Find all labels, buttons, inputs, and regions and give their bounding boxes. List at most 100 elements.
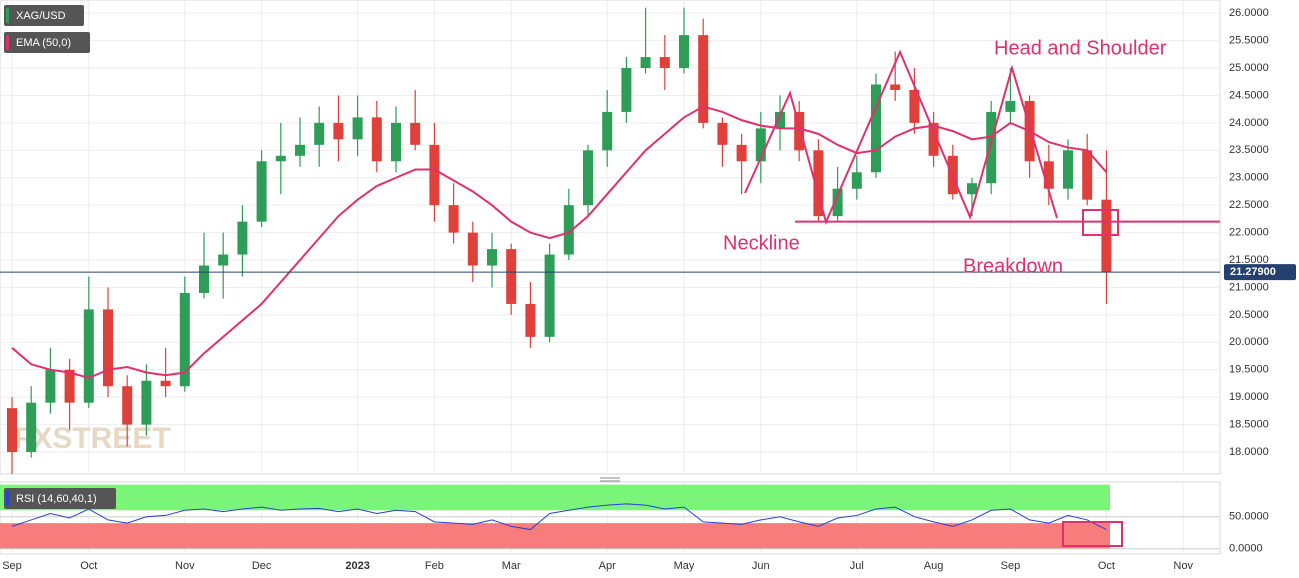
candle-body xyxy=(218,254,229,266)
y-tick-label: 25.0000 xyxy=(1229,62,1269,74)
symbol-legend-box xyxy=(4,5,84,26)
candle-body xyxy=(928,122,939,156)
upper-band xyxy=(0,484,1110,511)
candle-body xyxy=(45,369,56,403)
x-tick-label: Apr xyxy=(599,560,616,572)
y-tick-label: 22.0000 xyxy=(1229,227,1269,239)
annotation: Breakdown xyxy=(963,255,1063,277)
candle-body xyxy=(1005,100,1016,112)
candle-body xyxy=(717,122,728,145)
symbol-legend-swatch xyxy=(6,8,9,23)
candle-body xyxy=(775,111,785,129)
lower-band xyxy=(0,523,1110,549)
background-layer: FXSTREET xyxy=(0,0,1220,554)
y-tick-label: 22.5000 xyxy=(1229,199,1269,211)
candle-body xyxy=(583,150,593,206)
candle-body xyxy=(64,369,75,403)
x-tick-label: Dec xyxy=(252,560,272,572)
rsi-legend: RSI (14,60,40,1) xyxy=(16,493,97,505)
last-price-tag xyxy=(1224,264,1296,281)
candle-body xyxy=(83,309,94,403)
annotation: Head and Shoulder xyxy=(994,37,1167,59)
candle-body xyxy=(621,68,632,112)
candle-body xyxy=(429,144,440,206)
candle-body xyxy=(1063,150,1073,189)
candle-body xyxy=(909,89,920,123)
candle-body xyxy=(794,111,805,151)
candle-body xyxy=(679,35,689,69)
candle-body xyxy=(967,183,977,195)
annotation: Neckline xyxy=(723,232,800,254)
candle-body xyxy=(736,144,747,162)
x-tick-label: Jun xyxy=(752,560,770,572)
candle-body xyxy=(371,117,382,162)
y-tick-label: 21.5000 xyxy=(1229,254,1269,266)
candle-body xyxy=(391,122,401,162)
candle-body xyxy=(7,408,17,453)
y-tick-label: 19.5000 xyxy=(1229,364,1269,376)
candle-body xyxy=(1082,150,1093,200)
y-tick-label: 20.0000 xyxy=(1229,336,1269,348)
candle-body xyxy=(602,111,613,151)
rsi-legend-swatch xyxy=(6,491,9,506)
candle-body xyxy=(698,35,709,123)
x-tick-label: Nov xyxy=(1173,560,1193,572)
candle-body xyxy=(122,386,133,425)
ema-legend: EMA (50,0) xyxy=(16,37,71,49)
candle-body xyxy=(487,249,497,266)
y-tick-label: 24.0000 xyxy=(1229,117,1269,129)
candle-body xyxy=(659,57,670,69)
candle-body xyxy=(103,309,113,387)
candle-body xyxy=(410,122,421,145)
price-panel xyxy=(0,0,1221,475)
y-tick-label: 26.0000 xyxy=(1229,7,1269,19)
x-tick-label: Feb xyxy=(425,560,444,572)
y-tick-label: 19.0000 xyxy=(1229,391,1269,403)
candle-body xyxy=(986,111,997,184)
y-tick-label: 25.5000 xyxy=(1229,35,1269,47)
candle-body xyxy=(890,84,901,90)
candle-body xyxy=(314,122,325,145)
candle-body xyxy=(199,265,209,293)
rsi-legend-box xyxy=(4,488,116,509)
candle-body xyxy=(352,117,363,140)
y-tick-label: 23.5000 xyxy=(1229,144,1269,156)
candle-body xyxy=(851,172,862,189)
x-tick-label: 2023 xyxy=(345,560,369,572)
rsi-line xyxy=(11,503,1107,531)
y-tick-label: 0.0000 xyxy=(1229,543,1263,555)
x-tick-label: Mar xyxy=(502,560,521,572)
candle-body xyxy=(333,122,344,140)
ema-legend-swatch xyxy=(6,35,9,50)
x-tick-label: Jul xyxy=(850,560,864,572)
y-tick-label: 23.0000 xyxy=(1229,172,1269,184)
y-tick-label: 50.0000 xyxy=(1229,511,1269,523)
watermark: FXSTREET xyxy=(14,422,171,455)
marks-layer xyxy=(7,7,1112,531)
y-tick-label: 24.5000 xyxy=(1229,89,1269,101)
last-price-label: 21.27900 xyxy=(1230,266,1276,278)
ema-legend-box xyxy=(4,32,90,53)
candle-body xyxy=(160,380,171,387)
candle-body xyxy=(640,57,651,69)
candle-body xyxy=(525,303,536,337)
rsi-box xyxy=(1062,521,1123,547)
candle-body xyxy=(1043,161,1054,189)
candle-body xyxy=(755,128,766,162)
candle-body xyxy=(871,84,881,173)
x-tick-label: Aug xyxy=(924,560,944,572)
pattern-line xyxy=(744,49,1058,225)
candle-body xyxy=(237,221,248,255)
foreground-layer: Sep Oct Nov Dec 2023 Feb Mar Apr May Jun Jul Aug Sep… xyxy=(0,5,1296,572)
y-tick-label: 20.5000 xyxy=(1229,309,1269,321)
x-tick-label: Sep xyxy=(2,560,22,572)
candle-body xyxy=(544,254,555,337)
candle-body xyxy=(26,402,37,453)
y-tick-label: 21.0000 xyxy=(1229,281,1269,293)
x-tick-label: May xyxy=(674,560,695,572)
candle-body xyxy=(467,232,478,266)
candle-body xyxy=(506,249,517,304)
candle-body xyxy=(256,161,267,222)
candle-body xyxy=(295,144,305,156)
